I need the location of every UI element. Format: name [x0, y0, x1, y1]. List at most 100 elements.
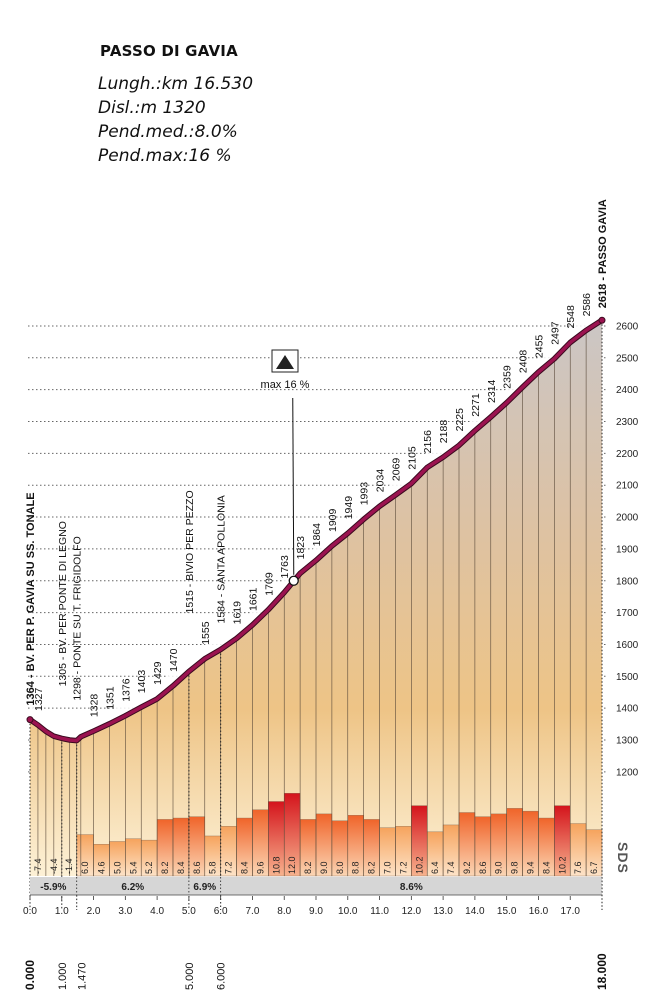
y-tick-label: 1400 [616, 704, 639, 715]
elevation-label: 2586 [581, 293, 593, 317]
gradient-bar-label: 10.8 [271, 856, 281, 874]
x-tick-label: 12.0 [402, 906, 422, 917]
waypoint-label: 1298 - PONTE SU T. FRIGIDOLFO [72, 536, 84, 700]
elevation-label: 2455 [533, 335, 545, 359]
x-tick-label: 0.0 [23, 906, 37, 917]
gradient-bar-label: 8.6 [192, 861, 202, 874]
elevation-label: 2156 [422, 430, 434, 454]
gradient-bar-label: -4.4 [49, 858, 59, 874]
y-tick-label: 2100 [616, 481, 639, 492]
x-tick-label: 2.0 [87, 906, 101, 917]
gradient-bar-label: 6.0 [80, 861, 90, 874]
elevation-label: 1403 [136, 670, 148, 694]
avg-gradient-label: 6.9% [193, 882, 216, 893]
gradient-bar-label: 8.4 [541, 861, 551, 874]
gradient-bar-label: 6.4 [430, 861, 440, 874]
y-tick-label: 1600 [616, 640, 639, 651]
gradient-bar-label: -1.4 [64, 858, 74, 874]
elevation-label: 2034 [375, 469, 387, 493]
gradient-bar-label: 10.2 [557, 856, 567, 874]
max-marker-line [292, 397, 295, 575]
y-tick-label: 1800 [616, 576, 639, 587]
climb-title: PASSO DI GAVIA [100, 42, 238, 60]
y-tick-label: 1300 [616, 736, 639, 747]
elevation-label: 1429 [152, 661, 164, 685]
elevation-label: 2225 [454, 408, 466, 432]
mountain-icon [276, 355, 294, 369]
gradient-bar-label: 12.0 [287, 856, 297, 874]
x-tick-label: 5.0 [182, 906, 196, 917]
gradient-bar-label: 4.6 [97, 861, 107, 874]
waypoint-distance: 0.000 [23, 960, 37, 990]
elevation-label: 2069 [390, 458, 402, 482]
gradient-bar-label: 7.2 [398, 861, 408, 874]
x-tick-label: 8.0 [277, 906, 291, 917]
waypoint-distance: 1.000 [57, 962, 69, 990]
gradient-bar-label: 8.8 [351, 861, 361, 874]
y-tick-label: 2300 [616, 417, 639, 428]
elevation-label: 1327 [33, 687, 45, 711]
elevation-label: 1949 [343, 496, 355, 520]
gradient-bar-label: 5.4 [128, 861, 138, 874]
waypoint-label: 1584 - SANTA APOLLONIA [216, 495, 228, 623]
gradient-bar-label: 9.6 [255, 861, 265, 874]
gradient-bar-label: 5.0 [112, 861, 122, 874]
gradient-bar-label: 9.2 [462, 861, 472, 874]
y-tick-label: 1500 [616, 672, 639, 683]
waypoint-distance: 1.470 [77, 962, 89, 990]
waypoint-distance: 5.000 [184, 962, 196, 990]
elevation-label: 1763 [279, 555, 291, 579]
elevation-label: 2497 [549, 321, 561, 345]
x-tick-label: 13.0 [433, 906, 453, 917]
start-point [26, 716, 34, 724]
gradient-bar-label: 8.4 [240, 861, 250, 874]
elevation-label: 1709 [263, 572, 275, 596]
y-tick-label: 1200 [616, 767, 639, 778]
max-marker-point [288, 575, 299, 586]
avg-gradient-band [30, 877, 602, 895]
waypoint-label: 1364 - BV. PER P. GAVIA SU SS. TONALE [25, 492, 37, 705]
x-tick-label: 15.0 [497, 906, 517, 917]
elevation-label: 1328 [89, 694, 101, 718]
gradient-bar-label: 9.0 [494, 861, 504, 874]
elevation-label: 1619 [232, 601, 244, 625]
gradient-bar-label: 8.2 [367, 861, 377, 874]
elevation-label: 1555 [200, 621, 212, 645]
gradient-bar-label: 8.4 [176, 861, 186, 874]
elevation-label: 2548 [565, 305, 577, 329]
y-tick-label: 2000 [616, 513, 639, 524]
elevation-label: 2314 [486, 379, 498, 403]
x-tick-label: 16.0 [529, 906, 549, 917]
max-marker-label: max 16 % [261, 379, 310, 391]
elevation-label: 1823 [295, 536, 307, 560]
elevation-label: 1470 [168, 648, 180, 672]
elevation-label: 1376 [120, 678, 132, 702]
x-tick-label: 14.0 [465, 906, 485, 917]
x-tick-label: 11.0 [370, 906, 389, 917]
avg-gradient-label: 6.2% [121, 882, 144, 893]
x-tick-label: 10.0 [338, 906, 358, 917]
y-tick-label: 1900 [616, 544, 639, 555]
gradient-bar-label: 7.6 [573, 861, 583, 874]
x-tick-label: 6.0 [214, 906, 228, 917]
gradient-bar-label: 8.2 [160, 861, 170, 874]
gradient-bar-label: 6.7 [589, 861, 599, 874]
elevation-label: 2408 [518, 350, 530, 374]
watermark-logo: SDS [615, 842, 631, 874]
gradient-bar-label: 7.2 [224, 861, 234, 874]
x-tick-label: 1.0 [55, 906, 69, 917]
y-tick-label: 1700 [616, 608, 639, 619]
gradient-bar-label: 8.0 [335, 861, 345, 874]
avg-gradient-label: -5.9% [40, 882, 66, 893]
stat-average-gradient: Pend.med.:8.0% [98, 122, 238, 142]
gradient-bar-label: 5.2 [144, 861, 154, 874]
elevation-label: 2105 [406, 446, 418, 470]
gradient-bar-label: 7.0 [383, 861, 393, 874]
gradient-bar-label: 9.4 [526, 861, 536, 874]
profile-line [28, 318, 604, 743]
elevation-label: 1661 [247, 587, 259, 611]
gradient-bar-label: -7.4 [33, 858, 43, 874]
gradient-bar-label: 9.0 [319, 861, 329, 874]
